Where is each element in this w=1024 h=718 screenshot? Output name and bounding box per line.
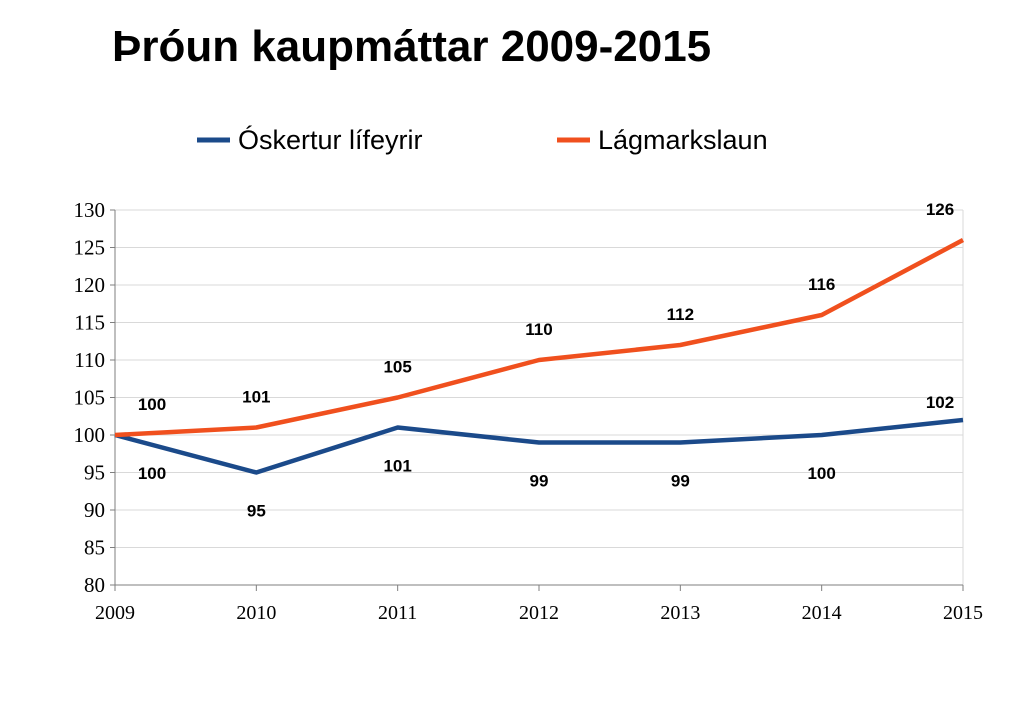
y-tick-label-120: 120 (74, 273, 106, 297)
x-tick-label-2011: 2011 (378, 602, 417, 624)
y-tick-label-90: 90 (84, 498, 105, 522)
data-label-0-2014: 100 (807, 464, 835, 483)
data-label-0-2015: 102 (926, 393, 954, 412)
legend-label-0: Óskertur lífeyrir (238, 124, 423, 155)
legend-label-1: Lágmarkslaun (598, 125, 768, 155)
chart-data-labels: 100 95 101 99 99 100 102 100 101 105 110 112 116 126 (138, 200, 954, 521)
data-label-0-2011: 101 (383, 457, 411, 476)
data-label-1-2009: 100 (138, 395, 166, 414)
y-tick-label-85: 85 (84, 536, 105, 560)
chart-axes: 80 85 90 95 100 105 110 115 120 125 130 2009 2010 201… (74, 198, 984, 624)
data-label-1-2011: 105 (383, 358, 411, 377)
y-tick-label-100: 100 (74, 423, 106, 447)
data-label-1-2013: 112 (667, 305, 694, 324)
x-tick-label-2010: 2010 (236, 602, 276, 624)
chart-series (114, 238, 965, 475)
y-tick-label-80: 80 (84, 573, 105, 597)
y-tick-label-125: 125 (74, 236, 106, 260)
chart-title: Þróun kaupmáttar 2009-2015 (112, 22, 712, 71)
data-label-0-2009: 100 (138, 464, 166, 483)
data-label-1-2015: 126 (926, 200, 954, 219)
x-tick-label-2013: 2013 (660, 602, 700, 624)
data-label-0-2012: 99 (530, 472, 549, 491)
y-tick-label-95: 95 (84, 461, 105, 485)
chart-legend: Óskertur lífeyrir Lágmarkslaun (197, 124, 768, 155)
y-tick-label-130: 130 (74, 198, 106, 222)
data-label-0-2013: 99 (671, 472, 690, 491)
x-tick-label-2015: 2015 (943, 602, 983, 624)
data-label-1-2010: 101 (242, 388, 270, 407)
data-label-1-2014: 116 (808, 275, 835, 294)
chart-gridlines (115, 209, 964, 585)
series-line-1 (114, 238, 965, 438)
y-tick-label-105: 105 (74, 386, 106, 410)
x-tick-label-2012: 2012 (519, 602, 559, 624)
y-tick-label-115: 115 (74, 311, 105, 335)
y-tick-label-110: 110 (74, 348, 105, 372)
x-tick-label-2014: 2014 (802, 602, 842, 624)
x-tick-label-2009: 2009 (95, 602, 135, 624)
data-label-0-2010: 95 (247, 502, 266, 521)
series-line-0 (114, 417, 964, 475)
data-label-1-2012: 110 (525, 320, 552, 339)
